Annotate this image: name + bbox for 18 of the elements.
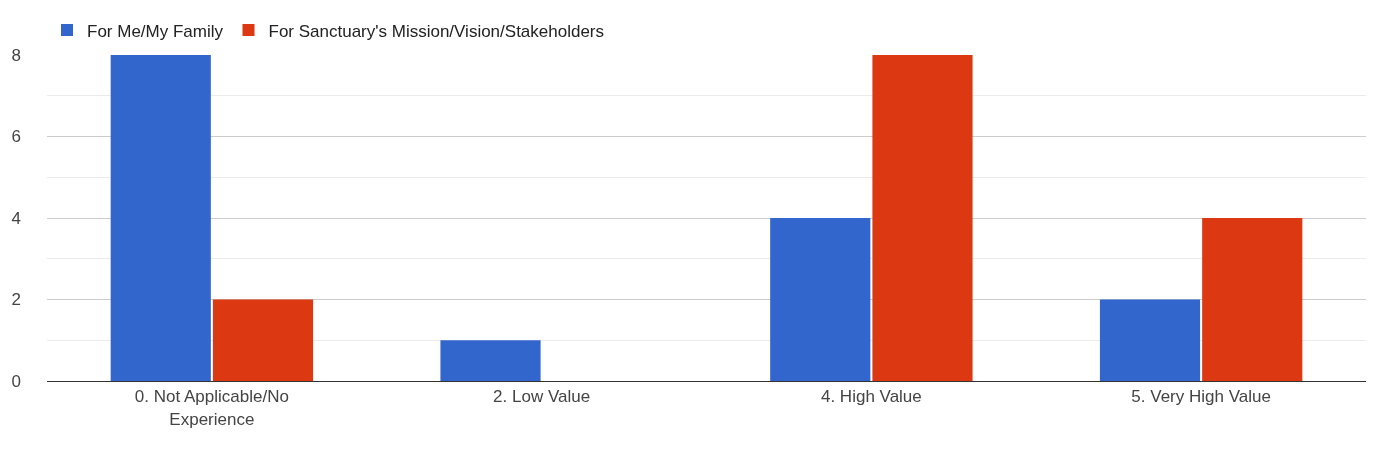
y-tick-label: 0 <box>11 371 21 391</box>
y-tick-label: 8 <box>11 45 21 65</box>
legend-label: For Me/My Family <box>87 21 224 41</box>
x-tick-label: 4. High Value <box>820 387 922 407</box>
y-tick-label: 2 <box>11 290 21 310</box>
x-tick-label: 5. Very High Value <box>1131 387 1271 407</box>
bar <box>212 299 314 381</box>
bar <box>770 218 871 381</box>
y-tick-label: 4 <box>11 208 21 228</box>
bar <box>872 55 973 381</box>
legend-label: For Sanctuary's Mission/Vision/Stakeholders <box>268 21 605 41</box>
x-tick-label: 2. Low Value <box>493 387 591 407</box>
bar <box>110 55 211 381</box>
y-tick-label: 6 <box>11 127 21 147</box>
bar <box>1202 218 1303 381</box>
bar <box>1099 299 1201 381</box>
x-tick-label: 0. Not Applicable/No Experience <box>134 387 289 429</box>
bar <box>440 340 541 381</box>
